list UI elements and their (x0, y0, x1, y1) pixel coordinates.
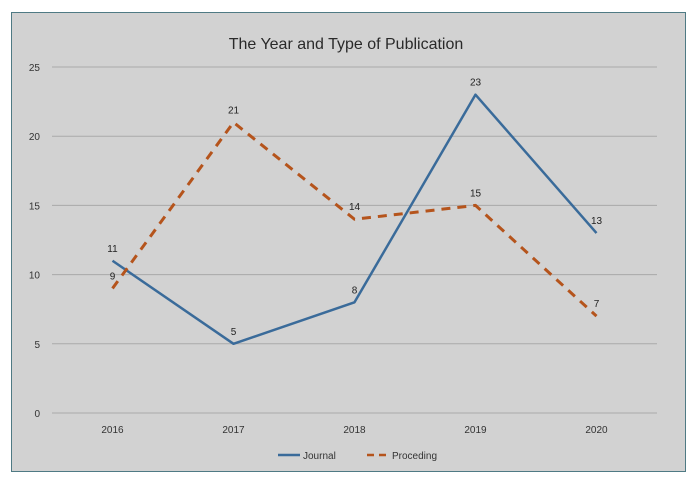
data-labels: 11 5 8 23 13 9 21 14 15 7 (107, 78, 602, 338)
x-tick-label: 2017 (222, 425, 245, 436)
y-tick-label: 5 (34, 340, 40, 351)
data-label-journal: 23 (470, 78, 482, 89)
data-label-proceding: 7 (594, 299, 600, 310)
series-line-proceding (111, 120, 598, 318)
data-label-journal: 8 (352, 285, 358, 296)
y-tick-label: 25 (29, 63, 41, 74)
data-label-proceding: 14 (349, 202, 361, 213)
data-label-proceding: 15 (470, 188, 482, 199)
data-label-journal: 5 (231, 327, 237, 338)
data-label-journal: 13 (591, 216, 603, 227)
series-lines (111, 93, 598, 346)
legend-label-proceding: Proceding (392, 451, 437, 462)
y-tick-label: 0 (34, 409, 40, 420)
y-axis-ticks: 0 5 10 15 20 25 (29, 63, 41, 420)
legend-label-journal: Journal (303, 451, 336, 462)
x-tick-label: 2018 (343, 425, 366, 436)
x-tick-label: 2019 (464, 425, 487, 436)
y-tick-label: 20 (29, 132, 41, 143)
line-chart: The Year and Type of Publication 0 5 10 15 2… (29, 36, 657, 462)
data-label-proceding: 9 (110, 271, 116, 282)
gridlines (52, 66, 657, 414)
x-tick-label: 2020 (585, 425, 608, 436)
data-label-journal: 11 (107, 244, 118, 255)
x-tick-label: 2016 (101, 425, 124, 436)
y-tick-label: 10 (29, 271, 41, 282)
y-tick-label: 15 (29, 201, 41, 212)
x-axis-ticks: 2016 2017 2018 2019 2020 (101, 425, 608, 436)
chart-frame: The Year and Type of Publication 0 5 10 15 2… (11, 12, 686, 472)
data-label-proceding: 21 (228, 105, 240, 116)
series-line-journal (111, 93, 598, 346)
legend: Journal Proceding (278, 451, 437, 462)
chart-title: The Year and Type of Publication (229, 36, 464, 53)
